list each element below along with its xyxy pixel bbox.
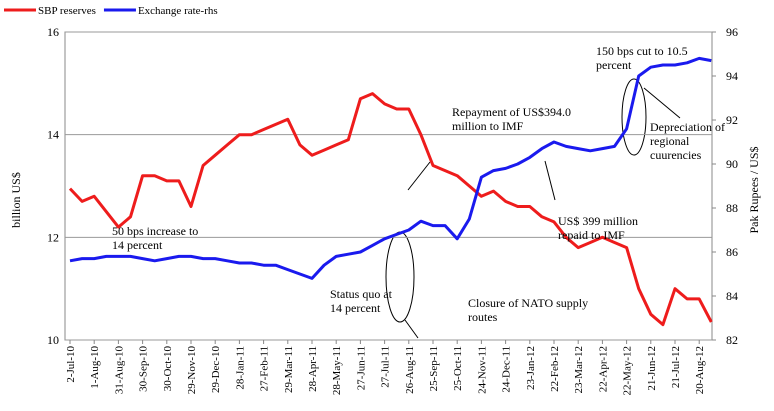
y2-axis-label: Pak Rupees / US$ [747, 147, 761, 234]
y-tick-label: 10 [47, 333, 59, 347]
x-tick-label: 2-Jul-10 [65, 346, 77, 383]
x-tick-label: 22-May-12 [622, 346, 634, 396]
x-tick-label: 22-Feb-12 [549, 346, 561, 392]
y-axis-label: billion US$ [9, 172, 23, 228]
x-tick-label: 24-Dec-11 [501, 346, 513, 393]
x-tick-label: 27-Jul-11 [380, 346, 392, 388]
legend-label: SBP reserves [38, 5, 96, 17]
x-tick-label: 30-Sep-10 [138, 346, 150, 392]
annotation: Repayment of US$394.0 [452, 105, 571, 119]
x-tick-label: 28-May-11 [331, 346, 343, 395]
annotation: 50 bps increase to [112, 224, 198, 238]
x-tick-label: 31-Aug-10 [113, 346, 125, 395]
annotation: Status quo at [330, 287, 393, 301]
y2-tick-label: 84 [726, 289, 738, 303]
x-tick-label: 1-Aug-10 [89, 346, 101, 389]
y-tick-label: 16 [47, 25, 59, 39]
annotation: Depreciation of [650, 120, 725, 134]
x-tick-label: 21-Jun-12 [646, 346, 658, 391]
annotation: cuurencies [650, 148, 702, 162]
x-tick-label: 29-Dec-10 [210, 346, 222, 394]
annotation: 14 percent [330, 301, 381, 315]
y2-tick-label: 82 [726, 333, 738, 347]
y2-tick-label: 94 [726, 69, 738, 83]
annotation: percent [596, 58, 632, 72]
x-tick-label: 30-Oct-10 [162, 346, 174, 392]
x-tick-label: 23-Mar-12 [573, 346, 585, 393]
x-tick-label: 25-Oct-11 [452, 346, 464, 391]
x-tick-label: 29-Nov-10 [186, 346, 198, 395]
y2-tick-label: 88 [726, 201, 738, 215]
y2-tick-label: 86 [726, 245, 738, 259]
annotation: 150 bps cut to 10.5 [596, 44, 688, 58]
series-line [69, 56, 712, 280]
y-tick-label: 12 [47, 230, 59, 244]
y2-tick-label: 92 [726, 113, 738, 127]
x-tick-label: 24-Nov-11 [476, 346, 488, 394]
annotation: repaid to IMF [558, 228, 625, 242]
legend-label: Exchange rate-rhs [138, 5, 218, 17]
y-tick-label: 14 [47, 128, 59, 142]
annotation: regional [650, 134, 690, 148]
x-tick-label: 22-Apr-12 [597, 346, 609, 392]
annotation: Closure of NATO supply [468, 296, 588, 310]
x-tick-label: 29-Mar-11 [283, 346, 295, 393]
x-tick-label: 27-Feb-11 [259, 346, 271, 391]
series-line [68, 92, 713, 327]
x-tick-label: 28-Jan-11 [234, 346, 246, 390]
annotation: US$ 399 million [558, 214, 638, 228]
x-tick-label: 21-Jul-12 [670, 346, 682, 388]
y2-tick-label: 96 [726, 25, 738, 39]
x-tick-label: 26-Aug-11 [404, 346, 416, 394]
x-tick-label: 25-Sep-11 [428, 346, 440, 391]
x-tick-label: 23-Jan-12 [525, 346, 537, 390]
annotation: routes [468, 310, 498, 324]
x-tick-label: 27-Jun-11 [355, 346, 367, 390]
x-tick-label: 20-Aug-12 [694, 346, 706, 394]
x-tick-label: 28-Apr-11 [307, 346, 319, 392]
annotation: million to IMF [452, 119, 524, 133]
annotation: 14 percent [112, 238, 163, 252]
y2-tick-label: 90 [726, 157, 738, 171]
